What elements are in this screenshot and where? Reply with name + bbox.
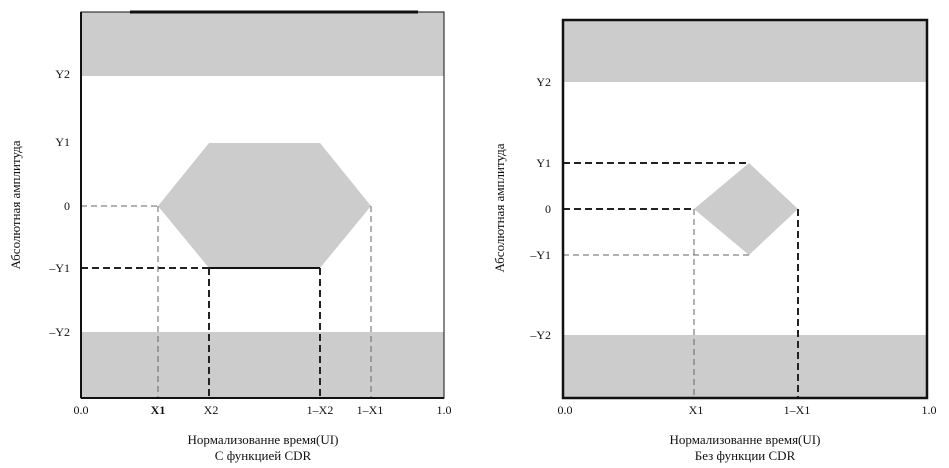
diamond-eye-mask	[694, 163, 798, 255]
x-tick-x2: X2	[204, 403, 219, 417]
y-tick-y1: Y1	[536, 156, 551, 170]
y-axis-title: Абсолютная амплитуда	[492, 143, 507, 272]
y-tick-y1: Y1	[55, 135, 70, 149]
x-axis-title: Нормализованне время(UI)	[670, 432, 821, 447]
diagram-with-cdr: Y2 Y1 0 –Y1 –Y2 0.0 X1 X2 1–X2 1–X1 1.0 …	[8, 10, 452, 463]
y-tick-zero: 0	[545, 202, 551, 216]
lower-mask-band	[563, 335, 927, 398]
x-tick-x1: X1	[689, 403, 704, 417]
x-tick-zero: 0.0	[74, 403, 89, 417]
x-tick-one: 1.0	[922, 403, 937, 417]
y-tick-zero: 0	[64, 199, 70, 213]
x-tick-one: 1.0	[437, 403, 452, 417]
upper-mask-band	[81, 12, 444, 76]
x-tick-one-minus-x2: 1–X2	[307, 403, 334, 417]
x-tick-one-minus-x1: 1–X1	[784, 403, 811, 417]
y-tick-minus-y2: –Y2	[48, 325, 70, 339]
y-tick-minus-y1: –Y1	[48, 261, 70, 275]
x-tick-x1: X1	[151, 403, 166, 417]
upper-mask-band	[563, 20, 927, 82]
diagram-without-cdr: Y2 Y1 0 –Y1 –Y2 0.0 X1 1–X1 1.0 Абсолютн…	[492, 18, 937, 463]
plot-frame	[561, 18, 929, 400]
y-tick-minus-y1: –Y1	[529, 248, 551, 262]
hexagon-eye-mask	[158, 143, 371, 268]
x-tick-zero: 0.0	[558, 403, 573, 417]
diagram-caption: Без функции CDR	[695, 448, 796, 463]
x-axis-title: Нормализованне время(UI)	[188, 432, 339, 447]
lower-mask-band	[81, 332, 444, 398]
y-axis-title: Абсолютная амплитуда	[8, 140, 23, 269]
x-tick-one-minus-x1: 1–X1	[357, 403, 384, 417]
diagram-caption: С функцией CDR	[215, 448, 312, 463]
y-tick-y2: Y2	[536, 75, 551, 89]
y-tick-y2: Y2	[55, 67, 70, 81]
y-tick-minus-y2: –Y2	[529, 328, 551, 342]
